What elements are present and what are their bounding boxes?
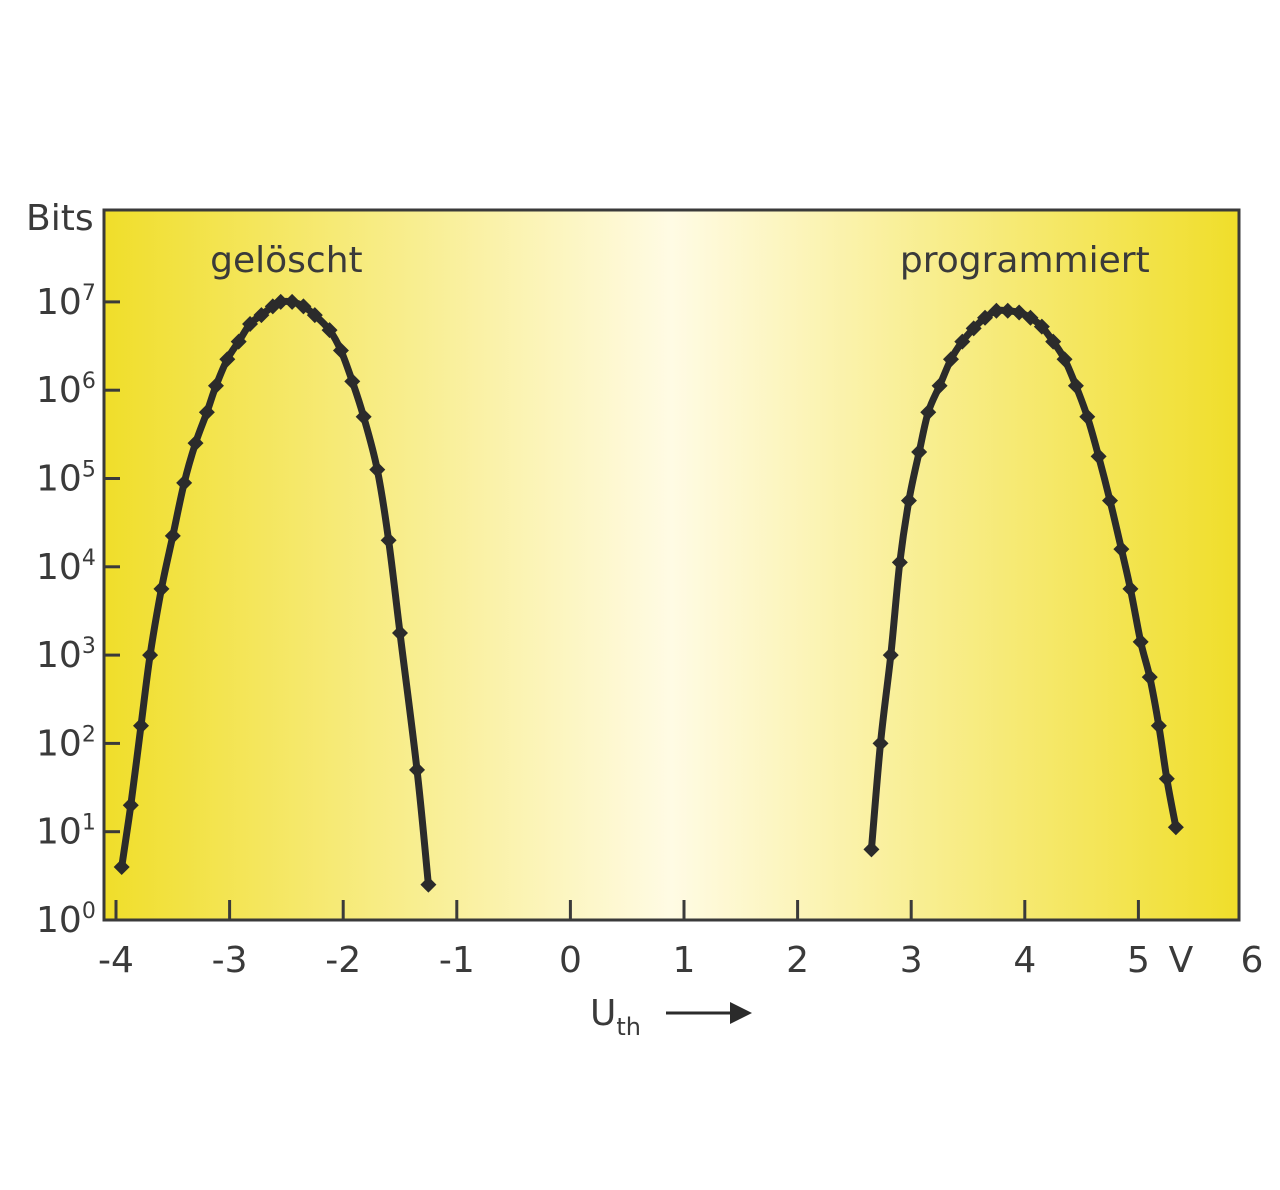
data-point	[900, 492, 917, 509]
data-point	[1141, 669, 1158, 686]
data-point	[164, 527, 181, 544]
data-point	[891, 554, 908, 571]
x-axis: -4 -3 -2 -1 0 1 2 3 4 5 6	[98, 900, 1263, 981]
x-tick-label: -1	[439, 940, 475, 981]
data-point	[1056, 351, 1073, 368]
data-point	[920, 404, 937, 421]
x-tick-label: 2	[786, 940, 809, 981]
data-point	[1090, 448, 1107, 465]
data-point	[207, 377, 224, 394]
data-point	[988, 302, 1005, 319]
x-axis-arrowhead	[730, 1002, 752, 1024]
data-point	[942, 351, 959, 368]
data-point	[132, 717, 149, 734]
x-tick-label: -4	[98, 940, 134, 981]
data-point	[1132, 633, 1149, 650]
data-point	[872, 735, 889, 752]
series-layer	[113, 293, 1184, 893]
svg-text:Uth: Uth	[590, 993, 641, 1041]
x-tick-label: 1	[673, 940, 696, 981]
y-axis-title: Bits	[26, 198, 94, 239]
y-tick-label: 105	[36, 458, 96, 500]
data-point	[1067, 377, 1084, 394]
x-tick-label: 4	[1013, 940, 1036, 981]
data-point	[1011, 304, 1028, 321]
x-tick-label: -3	[212, 940, 248, 981]
x-tick-label: 6	[1241, 940, 1264, 981]
data-point	[1079, 408, 1096, 425]
data-point	[295, 298, 312, 315]
data-point	[272, 293, 289, 310]
data-point	[355, 408, 372, 425]
data-point	[230, 333, 247, 350]
data-point	[392, 625, 408, 642]
data-point	[1158, 770, 1175, 787]
y-tick-label: 100	[36, 899, 96, 941]
x-axis-label-subscript: th	[616, 1013, 641, 1041]
data-point	[1113, 541, 1130, 558]
data-point	[242, 315, 259, 332]
data-point	[253, 307, 270, 324]
series-label: programmiert	[900, 240, 1150, 281]
data-point	[931, 377, 948, 394]
data-point	[965, 320, 982, 337]
data-point	[1045, 333, 1062, 350]
y-axis: 100 101 102 103 104 105 106 107	[36, 281, 120, 941]
x-axis-label: U	[590, 993, 616, 1034]
x-axis-title: Uth V	[590, 940, 1194, 1041]
data-point	[122, 797, 139, 814]
data-point	[219, 351, 236, 368]
data-point	[1033, 318, 1050, 335]
y-tick-label: 102	[36, 722, 96, 764]
x-tick-label: -2	[325, 940, 361, 981]
data-point	[1102, 492, 1118, 509]
data-point	[882, 647, 899, 664]
data-point	[321, 322, 338, 339]
annotation-layer: gelöscht programmiert	[210, 240, 1150, 281]
data-point	[420, 876, 437, 893]
y-axis-label: Bits	[26, 198, 94, 239]
x-tick-label: 5	[1127, 940, 1150, 981]
data-point	[142, 647, 159, 664]
data-point	[1167, 819, 1184, 836]
data-point	[1122, 580, 1139, 597]
y-tick-label: 104	[36, 546, 96, 588]
data-point	[176, 474, 193, 491]
data-point	[306, 307, 323, 324]
data-point	[1150, 717, 1167, 734]
x-tick-label: 3	[900, 940, 923, 981]
data-point	[911, 444, 928, 461]
y-tick-label: 106	[36, 369, 96, 411]
data-point	[198, 404, 215, 421]
data-point	[369, 461, 386, 478]
y-tick-label: 107	[36, 281, 96, 323]
plot-area	[102, 208, 1241, 922]
data-point	[1022, 309, 1039, 326]
data-point	[954, 333, 971, 350]
data-point	[977, 309, 994, 326]
data-point	[153, 580, 170, 597]
data-point	[863, 841, 880, 858]
data-point	[332, 342, 349, 359]
data-point	[344, 373, 361, 390]
data-point	[113, 859, 130, 876]
data-point	[409, 761, 426, 778]
x-unit-label: V	[1169, 940, 1194, 981]
y-tick-label: 103	[36, 634, 96, 676]
y-tick-label: 101	[36, 811, 96, 853]
data-point	[187, 435, 204, 452]
series-label: gelöscht	[210, 240, 363, 281]
x-tick-label: 0	[559, 940, 582, 981]
data-point	[999, 302, 1016, 319]
data-point	[380, 532, 397, 549]
